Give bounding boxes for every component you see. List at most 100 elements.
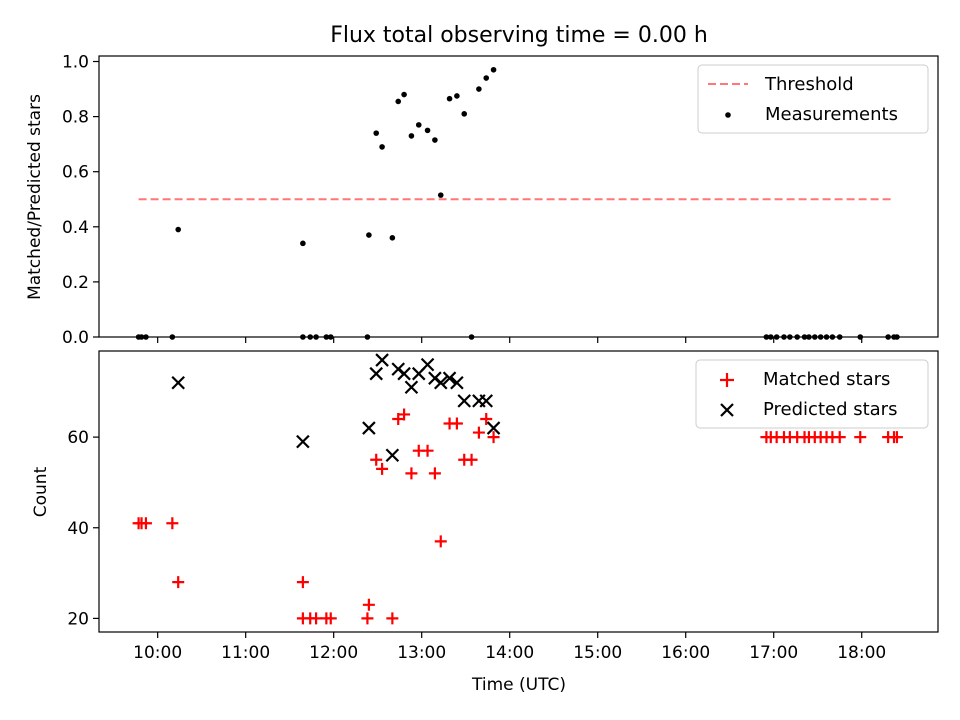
ratio-y-tick-label: 0.6 bbox=[62, 163, 89, 183]
measurement-point bbox=[454, 93, 460, 99]
predicted-star-point bbox=[397, 366, 411, 381]
measurement-point bbox=[801, 334, 808, 340]
count-y-ticks: 20 40 60 bbox=[67, 428, 99, 629]
predicted-star-point bbox=[171, 375, 185, 390]
x-tick-label: 18:00 bbox=[837, 643, 886, 663]
measurement-point bbox=[446, 95, 453, 102]
matched-star-point bbox=[405, 467, 418, 480]
matched-star-point bbox=[361, 612, 374, 625]
legend-predicted-swatch bbox=[720, 403, 734, 417]
x-tick-label: 14:00 bbox=[485, 643, 534, 663]
measurement-point bbox=[143, 334, 149, 340]
predicted-star-point bbox=[450, 375, 464, 390]
measurement-point bbox=[373, 130, 380, 136]
measurement-point bbox=[894, 334, 900, 340]
ratio-marks bbox=[135, 66, 900, 340]
measurement-point bbox=[389, 235, 396, 241]
measurement-point bbox=[490, 66, 497, 73]
matched-star-point bbox=[376, 462, 389, 475]
ratio-panel: 0.0 0.2 0.4 0.6 0.8 1.0 Matched/Predicted sta… bbox=[25, 53, 939, 348]
x-tick-label: 11:00 bbox=[221, 643, 270, 663]
measurement-point bbox=[483, 75, 490, 81]
x-tick-label: 15:00 bbox=[573, 643, 622, 663]
measurement-point bbox=[307, 334, 314, 340]
x-tick-label: 17:00 bbox=[749, 643, 798, 663]
matched-star-point bbox=[172, 576, 185, 589]
measurement-point bbox=[829, 334, 836, 340]
matched-star-point bbox=[139, 517, 152, 530]
matched-star-point bbox=[421, 444, 434, 457]
predicted-star-point bbox=[479, 394, 494, 408]
count-panel: 20 40 60 10:00 11:00 12:00 13:00 14:00 15:00 16:… bbox=[31, 350, 939, 695]
ratio-y-tick-label: 1.0 bbox=[62, 53, 89, 73]
ratio-y-tick-label: 0.4 bbox=[62, 218, 89, 238]
matched-star-point bbox=[472, 426, 485, 439]
measurement-point bbox=[885, 334, 891, 340]
matched-star-point bbox=[398, 408, 411, 421]
matched-star-point bbox=[310, 612, 323, 625]
matched-star-point bbox=[450, 417, 463, 430]
measurement-point bbox=[300, 334, 306, 340]
measurement-point bbox=[468, 334, 475, 340]
ratio-y-tick-label: 0.8 bbox=[62, 108, 89, 128]
predicted-star-point bbox=[385, 448, 400, 463]
measurement-point bbox=[432, 137, 438, 143]
predicted-star-point bbox=[369, 366, 383, 381]
measurement-point bbox=[767, 334, 774, 340]
legend-matched-swatch bbox=[720, 373, 734, 387]
count-legend: Matched stars Predicted stars bbox=[695, 359, 929, 429]
matched-star-point bbox=[428, 467, 441, 480]
count-y-tick-label: 20 bbox=[67, 609, 89, 629]
measurement-point bbox=[415, 122, 422, 128]
chart-title: Flux total observing time = 0.00 h bbox=[330, 23, 708, 48]
measurement-point bbox=[811, 334, 818, 340]
count-x-ticks: 10:00 11:00 12:00 13:00 14:00 15:00 16:00 17:00… bbox=[133, 632, 886, 663]
predicted-star-point bbox=[420, 357, 435, 372]
ratio-y-tick-label: 0.0 bbox=[62, 328, 89, 348]
measurement-point bbox=[781, 334, 787, 340]
measurement-point bbox=[175, 226, 182, 233]
measurement-point bbox=[138, 334, 145, 340]
ratio-legend-frame bbox=[697, 64, 929, 134]
count-y-axis-label: Count bbox=[31, 466, 51, 517]
measurement-point bbox=[806, 334, 812, 340]
matched-star-point bbox=[434, 535, 447, 548]
predicted-star-point bbox=[296, 434, 310, 449]
matched-star-point bbox=[833, 431, 846, 444]
legend-measurements-label: Measurements bbox=[765, 104, 898, 125]
predicted-star-point bbox=[404, 380, 419, 395]
count-marks bbox=[132, 353, 903, 625]
measurement-point bbox=[461, 111, 468, 117]
measurement-point bbox=[401, 91, 407, 98]
legend-measurements-swatch bbox=[725, 112, 731, 118]
ratio-x-ticks bbox=[157, 337, 863, 343]
measurement-point bbox=[169, 334, 176, 340]
measurement-point bbox=[787, 334, 793, 340]
measurement-point bbox=[817, 334, 824, 340]
count-y-tick-label: 40 bbox=[67, 519, 89, 539]
matched-star-point bbox=[166, 517, 179, 530]
matched-star-point bbox=[487, 431, 500, 444]
measurement-point bbox=[313, 334, 319, 340]
ratio-y-tick-label: 0.2 bbox=[62, 273, 89, 293]
measurement-point bbox=[857, 334, 864, 340]
predicted-star-point bbox=[457, 394, 472, 408]
x-axis-label: Time (UTC) bbox=[471, 675, 566, 695]
measurement-point bbox=[300, 240, 306, 247]
measurement-point bbox=[476, 86, 482, 92]
legend-predicted-label: Predicted stars bbox=[763, 399, 897, 420]
measurement-point bbox=[437, 192, 444, 198]
measurement-point bbox=[773, 334, 780, 340]
count-y-tick-label: 60 bbox=[67, 428, 89, 448]
matched-star-point bbox=[362, 598, 375, 611]
measurement-point bbox=[327, 334, 334, 340]
matched-star-point bbox=[296, 576, 309, 589]
matched-star-point bbox=[324, 612, 337, 625]
count-legend-frame bbox=[695, 359, 929, 429]
ratio-y-axis-label: Matched/Predicted stars bbox=[25, 94, 45, 300]
measurement-point bbox=[836, 334, 843, 340]
measurement-point bbox=[408, 133, 415, 139]
measurement-point bbox=[379, 144, 385, 150]
matched-star-point bbox=[480, 412, 493, 425]
